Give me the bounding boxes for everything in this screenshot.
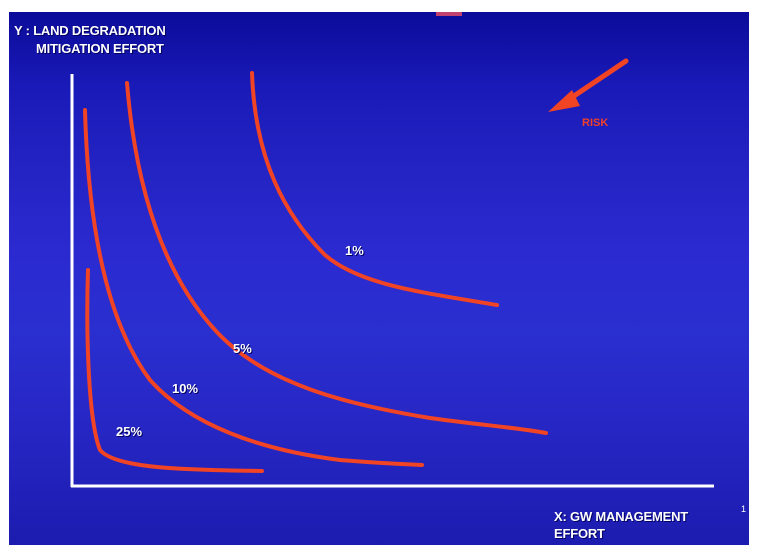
curve-1-percent: [250, 71, 499, 307]
risk-label: RISK: [582, 117, 609, 129]
page-number: 1: [741, 504, 747, 514]
curve-label-1-percent: 1%: [345, 243, 364, 258]
curve-label-10-percent: 10%: [172, 381, 199, 396]
slide-background: [9, 12, 749, 545]
curve-5-percent: [125, 81, 548, 435]
top-mark: [436, 12, 462, 16]
curve-label-25-percent: 25%: [116, 424, 143, 439]
x-axis-label-line2: EFFORT: [554, 526, 605, 541]
y-axis-label-line2: MITIGATION EFFORT: [36, 41, 164, 56]
y-axis-label: Y : LAND DEGRADATION MITIGATION EFFORT: [14, 22, 166, 58]
curve-25-percent: [85, 268, 264, 473]
x-axis-label-line1: X: GW MANAGEMENT: [554, 509, 689, 524]
risk-arrow-icon: [548, 58, 629, 112]
curve-label-5-percent: 5%: [233, 341, 252, 356]
y-axis-label-line1: Y : LAND DEGRADATION: [14, 23, 166, 38]
x-axis-label: X: GW MANAGEMENT EFFORT: [554, 508, 688, 542]
curve-10-percent: [83, 108, 424, 467]
